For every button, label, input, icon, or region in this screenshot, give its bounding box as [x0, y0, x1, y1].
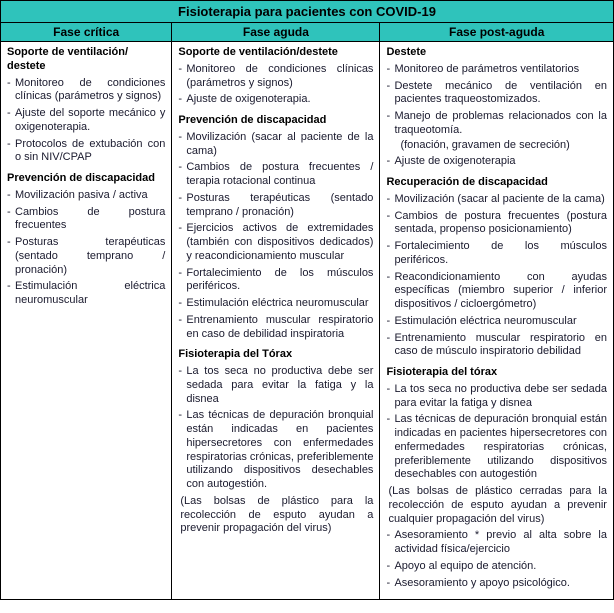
section-heading: Fisioterapia del Tórax: [178, 348, 373, 362]
list-item: Reacondicionamiento con ayudas específic…: [386, 271, 607, 312]
list-item: Asesoramiento y apoyo psicológico.: [386, 577, 607, 591]
list-item: Movilización (sacar al paciente de la ca…: [178, 131, 373, 159]
list-item: Cambios de postura frecuentes / terapia …: [178, 161, 373, 189]
header-acute: Fase aguda: [172, 23, 380, 41]
body-row: Soporte de ventilación/ destete Monitore…: [1, 41, 613, 599]
list-item: La tos seca no productiva debe ser sedad…: [178, 365, 373, 406]
list-item: Destete mecánico de ventilación en pacie…: [386, 80, 607, 108]
section-heading: Prevención de discapacidad: [178, 114, 373, 128]
list-item: Monitoreo de condiciones clínicas (parám…: [7, 77, 165, 105]
list-item: Monitoreo de parámetros ventilatorios: [386, 63, 607, 77]
list-item: Posturas terapéuticas (sentado temprano …: [7, 236, 165, 277]
list-item: Movilización (sacar al paciente de la ca…: [386, 193, 607, 207]
list-item: Fortalecimiento de los músculos periféri…: [178, 267, 373, 295]
list-item: Fortalecimiento de los músculos periféri…: [386, 240, 607, 268]
list-item: Las técnicas de depuración bronquial est…: [178, 409, 373, 492]
list-item: La tos seca no productiva debe ser sedad…: [386, 383, 607, 411]
paren-note: (Las bolsas de plástico cerradas para la…: [386, 485, 607, 526]
section-heading: Soporte de ventilación/destete: [178, 46, 373, 60]
list-item: Cambios de postura frecuentes (postura s…: [386, 210, 607, 238]
list-item: Ejercicios activos de extremidades (tamb…: [178, 222, 373, 263]
paren-note: (fonación, gravamen de secreción): [386, 139, 607, 153]
list-item: Entrenamiento muscular respiratorio en c…: [386, 332, 607, 360]
header-post-acute: Fase post-aguda: [380, 23, 613, 41]
section-heading: Prevención de discapacidad: [7, 172, 165, 186]
list-item: Posturas terapéuticas (sentado temprano …: [178, 192, 373, 220]
list-item: Entrenamiento muscular respiratorio en c…: [178, 314, 373, 342]
list-item: Ajuste del soporte mecánico y oxigenoter…: [7, 107, 165, 135]
list-item: Las técnicas de depuración bronquial est…: [386, 413, 607, 482]
list-item: Asesoramiento * previo al alta sobre la …: [386, 529, 607, 557]
list-item: Movilización pasiva / activa: [7, 189, 165, 203]
list-item: Manejo de problemas relacionados con la …: [386, 110, 607, 138]
table-title: Fisioterapia para pacientes con COVID-19: [1, 1, 613, 23]
list-item: Cambios de postura frecuentes: [7, 206, 165, 234]
list-item: Estimulación eléctrica neuromuscular: [178, 297, 373, 311]
cell-acute: Soporte de ventilación/destete Monitoreo…: [172, 42, 380, 599]
covid-physio-table: Fisioterapia para pacientes con COVID-19…: [0, 0, 614, 600]
section-heading: Soporte de ventilación/ destete: [7, 46, 165, 74]
list-item: Estimulación eléctrica neuromuscular: [7, 280, 165, 308]
list-item: Apoyo al equipo de atención.: [386, 560, 607, 574]
header-row: Fase crítica Fase aguda Fase post-aguda: [1, 23, 613, 41]
list-item: Estimulación eléctrica neuromuscular: [386, 315, 607, 329]
list-item: Protocolos de extubación con o sin NIV/C…: [7, 138, 165, 166]
list-item: Ajuste de oxigenoterapia: [386, 155, 607, 169]
section-heading: Fisioterapia del tórax: [386, 366, 607, 380]
list-item: Monitoreo de condiciones clínicas (parám…: [178, 63, 373, 91]
section-heading: Destete: [386, 46, 607, 60]
cell-post-acute: Destete Monitoreo de parámetros ventilat…: [380, 42, 613, 599]
paren-note: (Las bolsas de plástico para la recolecc…: [178, 495, 373, 536]
header-critical: Fase crítica: [1, 23, 172, 41]
cell-critical: Soporte de ventilación/ destete Monitore…: [1, 42, 172, 599]
section-heading: Recuperación de discapacidad: [386, 176, 607, 190]
list-item: Ajuste de oxigenoterapia.: [178, 93, 373, 107]
